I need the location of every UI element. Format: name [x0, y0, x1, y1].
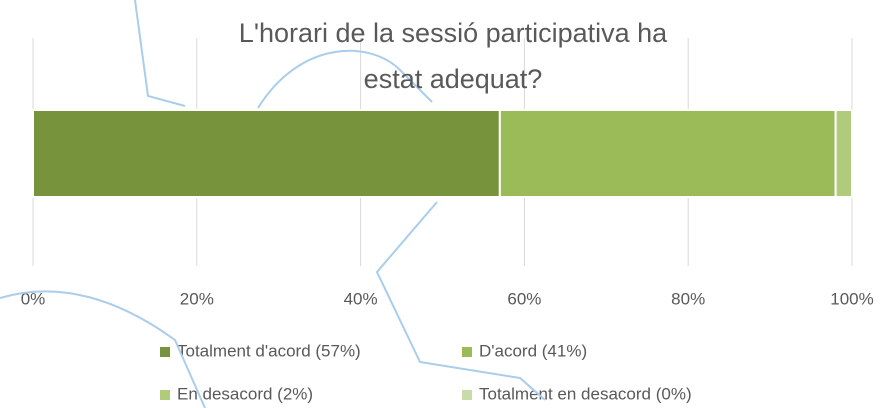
bar-segment: [32, 109, 501, 198]
decoration: [375, 201, 546, 401]
legend-label: Totalment d'acord (57%): [177, 341, 361, 360]
legend-swatch: [160, 390, 170, 400]
legend-label: En desacord (2%): [177, 384, 313, 403]
x-tick-label: 100%: [830, 289, 873, 308]
bar-segment: [498, 109, 837, 198]
decoration: [0, 290, 206, 408]
legend-swatch: [462, 390, 472, 400]
x-tick-label: 60%: [507, 289, 541, 308]
bar-segment: [834, 109, 853, 198]
legend-swatch: [462, 347, 472, 357]
decoration: [257, 49, 433, 109]
x-tick-label: 40%: [344, 289, 378, 308]
legend-label: Totalment en desacord (0%): [479, 384, 692, 403]
legend-swatch: [160, 347, 170, 357]
x-tick-label: 0%: [21, 289, 46, 308]
x-tick-label: 20%: [180, 289, 214, 308]
decoration: [134, 0, 186, 107]
chart-title: L'horari de la sessió participativa ha e…: [238, 18, 668, 94]
x-tick-label: 80%: [671, 289, 705, 308]
legend-label: D'acord (41%): [479, 341, 587, 360]
